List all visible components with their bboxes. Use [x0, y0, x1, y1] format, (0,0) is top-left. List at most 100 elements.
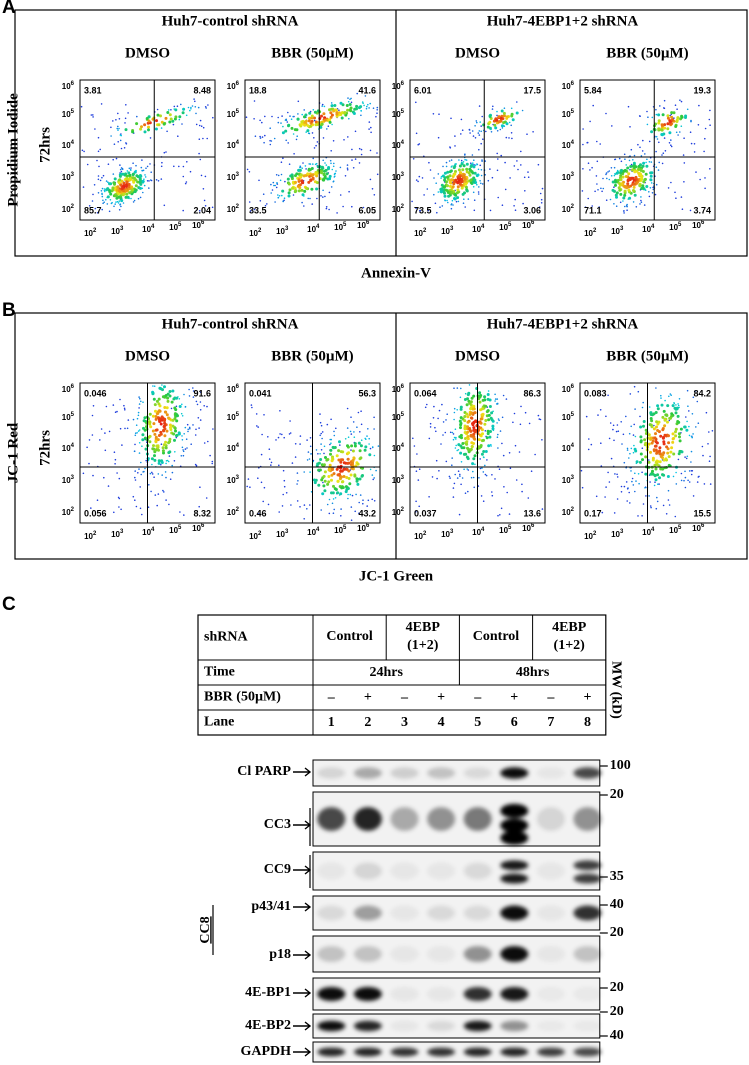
tick-exp: 5	[71, 109, 75, 115]
event-dot	[467, 448, 471, 452]
event-dot	[118, 190, 122, 193]
event-dot	[490, 445, 492, 447]
event-dot	[355, 107, 358, 111]
shrna-group: (1+2)	[554, 638, 586, 653]
event-dot	[311, 132, 314, 134]
event-dot	[487, 413, 491, 417]
tick-exp: 2	[401, 204, 405, 210]
event-dot	[155, 399, 159, 403]
band	[536, 946, 565, 962]
event-dot	[451, 199, 454, 202]
event-dot	[699, 178, 701, 181]
tick-exp: 2	[593, 531, 597, 537]
event-dot	[347, 436, 350, 439]
event-dot	[418, 143, 421, 145]
event-dot	[675, 471, 677, 474]
event-dot	[667, 499, 670, 501]
event-dot	[465, 189, 469, 193]
event-dot	[320, 432, 323, 435]
event-dot	[148, 412, 152, 416]
event-dot	[514, 209, 517, 211]
event-dot	[317, 483, 321, 487]
arrow	[293, 820, 312, 830]
event-dot	[200, 125, 203, 127]
tick-exp: 3	[571, 172, 575, 178]
event-dot	[446, 413, 449, 416]
event-dot	[313, 147, 316, 149]
x-tick-label: 106	[192, 220, 205, 231]
event-dot	[417, 479, 420, 481]
event-dot	[653, 436, 657, 440]
event-dot	[443, 171, 447, 175]
event-dot	[530, 470, 533, 473]
event-dot	[105, 180, 108, 182]
blot-bands	[317, 905, 602, 921]
tick-exp: 3	[236, 475, 240, 481]
event-dot	[147, 506, 150, 509]
event-dot	[448, 174, 452, 178]
event-dot	[581, 486, 584, 489]
event-dot	[494, 393, 496, 396]
event-dot	[185, 114, 188, 117]
event-dot	[648, 140, 651, 143]
event-dot	[520, 150, 522, 153]
event-dot	[103, 189, 106, 192]
event-dot	[269, 139, 271, 142]
event-dot	[107, 485, 110, 487]
event-dot	[446, 184, 449, 188]
event-dot	[665, 445, 669, 449]
plot-frame	[244, 79, 381, 221]
event-dot	[616, 424, 619, 426]
event-dot	[367, 499, 370, 502]
panel-label: C	[2, 594, 16, 615]
event-dot	[643, 438, 647, 442]
event-dot	[370, 126, 372, 129]
event-dot	[415, 132, 418, 135]
event-dot	[125, 143, 128, 145]
event-dot	[493, 123, 497, 127]
y-tick-label: 106	[562, 81, 575, 92]
event-dot	[613, 186, 615, 188]
event-dot	[205, 107, 207, 109]
event-dot	[641, 150, 644, 152]
tick-exp: 4	[481, 527, 485, 533]
event-dot	[440, 443, 442, 445]
tick-exp: 2	[258, 228, 262, 234]
event-dot	[203, 405, 205, 407]
event-dot	[663, 99, 666, 102]
tick-base: 10	[562, 413, 571, 422]
tick-exp: 2	[571, 204, 575, 210]
event-dot	[141, 433, 145, 437]
event-dot	[282, 469, 285, 472]
event-dot	[598, 206, 600, 208]
event-dot	[349, 98, 351, 101]
event-dot	[336, 479, 340, 483]
tick-exp: 4	[481, 224, 485, 230]
tick-exp: 4	[316, 224, 320, 230]
event-dot	[349, 473, 353, 477]
event-dot	[160, 178, 163, 180]
event-dot	[192, 396, 195, 398]
arrow	[293, 902, 312, 912]
plot-title: DMSO	[455, 348, 500, 364]
event-dot	[88, 462, 90, 465]
x-tick-label: 104	[307, 527, 320, 538]
event-dot	[658, 460, 662, 464]
event-dot	[319, 125, 323, 129]
event-dot	[151, 392, 155, 396]
event-dot	[655, 108, 657, 111]
event-dot	[309, 437, 312, 439]
event-dot	[537, 163, 540, 166]
event-dot	[707, 443, 709, 445]
event-dot	[468, 173, 472, 177]
event-dot	[160, 443, 163, 446]
event-dot	[145, 117, 149, 120]
event-dot	[178, 118, 181, 121]
event-dot	[660, 394, 662, 397]
event-dot	[119, 139, 122, 142]
event-dot	[328, 463, 332, 467]
event-dot	[472, 165, 476, 169]
event-dot	[662, 435, 665, 439]
event-dot	[594, 190, 596, 193]
event-dot	[492, 105, 494, 108]
